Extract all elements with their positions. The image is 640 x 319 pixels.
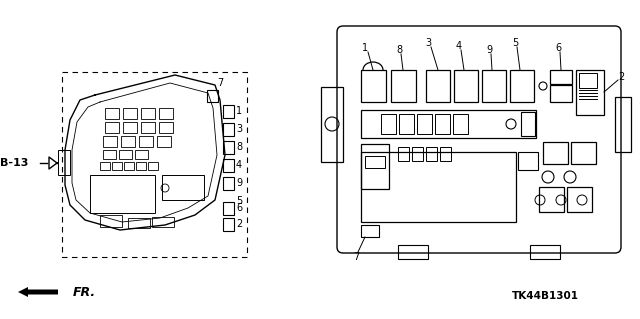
Bar — [521, 112, 535, 136]
Polygon shape — [49, 157, 57, 169]
Text: 3: 3 — [236, 124, 242, 134]
Bar — [223, 177, 234, 190]
Text: 1: 1 — [362, 43, 368, 53]
Bar — [124, 162, 134, 170]
Bar — [398, 147, 409, 161]
Bar — [550, 70, 572, 84]
Bar — [426, 147, 437, 161]
Bar — [530, 245, 560, 259]
Bar — [121, 136, 135, 147]
Bar — [223, 123, 234, 136]
Bar — [454, 70, 478, 102]
Text: B-13: B-13 — [0, 158, 28, 168]
Text: 7: 7 — [217, 78, 223, 88]
Bar — [391, 70, 416, 102]
Bar — [119, 150, 132, 159]
Bar — [103, 150, 116, 159]
Text: 4: 4 — [236, 160, 242, 170]
Text: 5: 5 — [512, 38, 518, 48]
Text: FR.: FR. — [73, 286, 96, 299]
Bar — [576, 70, 604, 115]
Bar — [615, 97, 631, 152]
Bar — [62, 72, 247, 257]
FancyArrow shape — [18, 287, 58, 297]
Bar — [435, 114, 450, 134]
Bar — [518, 152, 538, 170]
Bar — [543, 142, 568, 164]
Bar — [152, 217, 174, 227]
Bar — [223, 159, 234, 172]
Text: 8: 8 — [396, 45, 402, 55]
Bar — [361, 225, 379, 237]
Bar — [361, 70, 386, 102]
Bar — [223, 141, 234, 154]
Bar — [412, 147, 423, 161]
Bar — [399, 114, 414, 134]
Text: 1: 1 — [236, 106, 242, 116]
Bar — [207, 90, 218, 102]
Bar — [141, 108, 155, 119]
Bar — [100, 162, 110, 170]
Bar — [135, 150, 148, 159]
Bar — [103, 136, 117, 147]
Bar — [361, 144, 389, 189]
Bar — [440, 147, 451, 161]
Text: 9: 9 — [486, 45, 492, 55]
Bar — [482, 70, 506, 102]
Bar — [398, 245, 428, 259]
Bar — [123, 122, 137, 133]
Bar — [141, 122, 155, 133]
Text: 6: 6 — [555, 43, 561, 53]
Text: 4: 4 — [456, 41, 462, 51]
Bar — [550, 85, 572, 102]
Bar — [58, 150, 70, 175]
Bar — [417, 114, 432, 134]
Bar — [365, 156, 385, 168]
Bar — [100, 215, 122, 227]
Bar — [571, 142, 596, 164]
Text: 8: 8 — [236, 142, 242, 152]
Bar — [223, 202, 234, 215]
Bar — [157, 136, 171, 147]
Bar — [223, 105, 234, 118]
Text: 3: 3 — [425, 38, 431, 48]
Bar — [162, 175, 204, 200]
Text: 9: 9 — [236, 178, 242, 188]
Bar — [426, 70, 450, 102]
Bar — [159, 122, 173, 133]
Bar — [361, 152, 516, 222]
Bar — [112, 162, 122, 170]
Bar — [453, 114, 468, 134]
Bar — [321, 87, 343, 162]
Bar — [90, 175, 155, 213]
Bar — [223, 218, 234, 231]
Bar — [510, 70, 534, 102]
Bar — [381, 114, 396, 134]
Text: 7: 7 — [353, 252, 359, 262]
Bar — [148, 162, 158, 170]
Bar — [361, 110, 536, 138]
Bar — [539, 187, 564, 212]
Bar — [123, 108, 137, 119]
Text: 2: 2 — [236, 219, 243, 229]
Text: 2: 2 — [618, 72, 624, 82]
Bar — [579, 73, 597, 88]
Text: 6: 6 — [236, 203, 242, 213]
Bar — [136, 162, 146, 170]
Text: TK44B1301: TK44B1301 — [511, 291, 579, 301]
Bar — [159, 108, 173, 119]
Bar — [128, 218, 150, 228]
Text: 5: 5 — [236, 196, 243, 206]
Bar — [567, 187, 592, 212]
Bar — [105, 108, 119, 119]
Bar — [105, 122, 119, 133]
Bar — [139, 136, 153, 147]
